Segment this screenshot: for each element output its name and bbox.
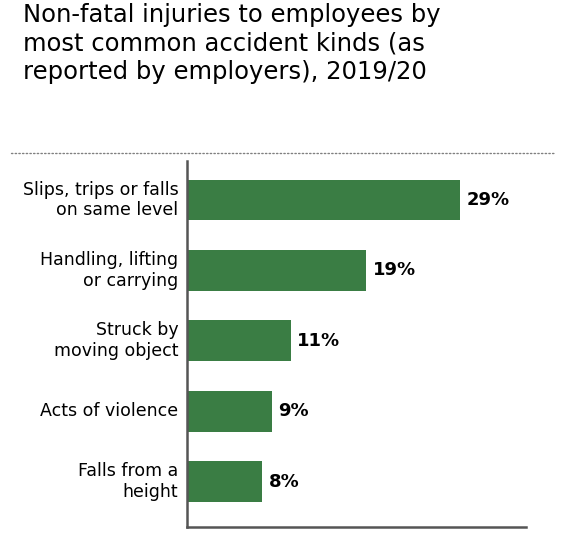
Text: Non-fatal injuries to employees by
most common accident kinds (as
reported by em: Non-fatal injuries to employees by most …	[23, 3, 440, 84]
Text: 19%: 19%	[372, 261, 416, 279]
Text: 11%: 11%	[297, 332, 340, 350]
Bar	[187, 321, 290, 361]
Bar	[187, 461, 262, 502]
Text: 8%: 8%	[269, 472, 299, 491]
Bar	[187, 391, 272, 431]
Text: 9%: 9%	[278, 402, 309, 420]
Text: 29%: 29%	[467, 191, 510, 209]
Bar	[187, 250, 366, 291]
Bar	[187, 180, 460, 221]
